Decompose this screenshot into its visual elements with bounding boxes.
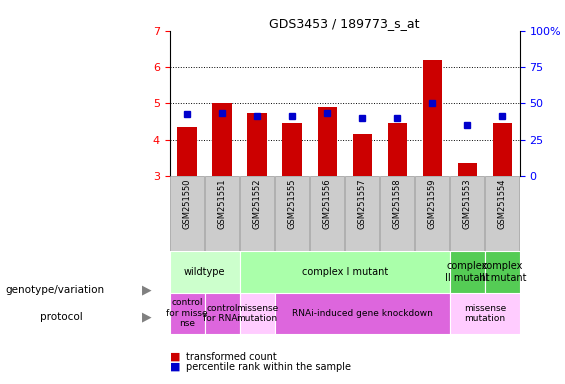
Bar bbox=[170, 176, 204, 251]
Text: GSM251551: GSM251551 bbox=[218, 179, 227, 229]
Bar bbox=[318, 107, 337, 176]
Bar bbox=[450, 176, 484, 251]
Text: protocol: protocol bbox=[40, 312, 82, 322]
Text: complex I mutant: complex I mutant bbox=[302, 267, 388, 277]
Bar bbox=[177, 127, 197, 176]
Text: GSM251552: GSM251552 bbox=[253, 179, 262, 229]
Bar bbox=[423, 60, 442, 176]
Bar bbox=[170, 293, 205, 334]
Text: missense
mutation: missense mutation bbox=[464, 304, 506, 323]
Text: genotype/variation: genotype/variation bbox=[6, 285, 105, 295]
Text: percentile rank within the sample: percentile rank within the sample bbox=[186, 362, 351, 372]
Bar bbox=[212, 103, 232, 176]
Text: control
for RNAi: control for RNAi bbox=[203, 304, 241, 323]
Bar bbox=[275, 293, 450, 334]
Text: ■: ■ bbox=[170, 362, 180, 372]
Bar bbox=[282, 123, 302, 176]
Bar bbox=[247, 113, 267, 176]
Text: GSM251558: GSM251558 bbox=[393, 179, 402, 229]
Text: transformed count: transformed count bbox=[186, 352, 277, 362]
Text: GSM251554: GSM251554 bbox=[498, 179, 507, 229]
Text: GSM251553: GSM251553 bbox=[463, 179, 472, 229]
Text: GSM251550: GSM251550 bbox=[182, 179, 192, 229]
Title: GDS3453 / 189773_s_at: GDS3453 / 189773_s_at bbox=[270, 17, 420, 30]
Bar bbox=[415, 176, 449, 251]
Text: ■: ■ bbox=[170, 352, 180, 362]
Text: ▶: ▶ bbox=[142, 310, 152, 323]
Bar bbox=[353, 134, 372, 176]
Bar bbox=[485, 251, 520, 293]
Bar bbox=[450, 251, 485, 293]
Bar bbox=[458, 164, 477, 176]
Text: missense
mutation: missense mutation bbox=[236, 304, 278, 323]
Bar bbox=[493, 123, 512, 176]
Text: wildtype: wildtype bbox=[184, 267, 225, 277]
Text: GSM251555: GSM251555 bbox=[288, 179, 297, 229]
Text: complex
II mutant: complex II mutant bbox=[445, 261, 489, 283]
Text: GSM251559: GSM251559 bbox=[428, 179, 437, 229]
Bar bbox=[240, 293, 275, 334]
Bar bbox=[450, 293, 520, 334]
Bar bbox=[205, 293, 240, 334]
Bar bbox=[388, 123, 407, 176]
Text: GSM251556: GSM251556 bbox=[323, 179, 332, 229]
Bar bbox=[275, 176, 309, 251]
Bar bbox=[205, 176, 239, 251]
Bar bbox=[310, 176, 344, 251]
Text: ▶: ▶ bbox=[142, 283, 152, 296]
Text: control
for misse
nse: control for misse nse bbox=[166, 298, 208, 328]
Text: GSM251557: GSM251557 bbox=[358, 179, 367, 229]
Bar bbox=[485, 176, 519, 251]
Bar bbox=[240, 176, 274, 251]
Text: RNAi-induced gene knockdown: RNAi-induced gene knockdown bbox=[292, 309, 433, 318]
Bar bbox=[345, 176, 379, 251]
Bar bbox=[170, 251, 240, 293]
Bar bbox=[240, 251, 450, 293]
Bar bbox=[380, 176, 414, 251]
Text: complex
III mutant: complex III mutant bbox=[479, 261, 526, 283]
